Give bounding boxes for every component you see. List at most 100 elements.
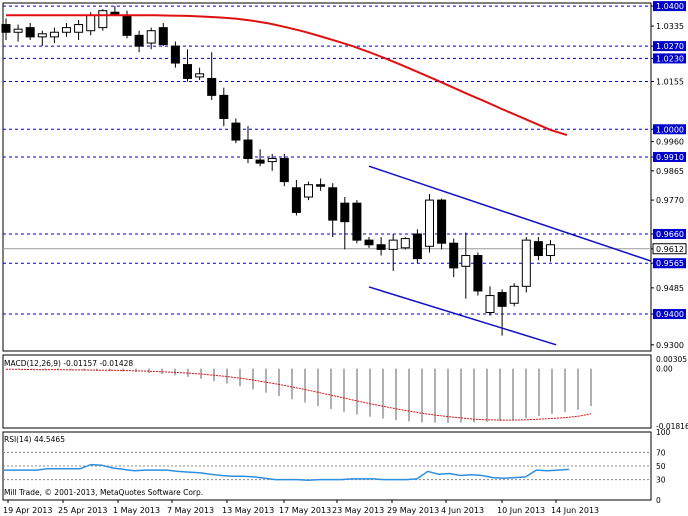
price-label: 0.9910 (656, 153, 684, 162)
price-label-box (653, 228, 686, 239)
candle-body (37, 33, 47, 38)
candle-body (449, 242, 459, 269)
price-label: 1.0270 (656, 42, 684, 51)
channel-upper-line (368, 165, 652, 262)
time-label: 13 May 2013 (222, 506, 274, 515)
candle-body (231, 122, 241, 141)
price-label: 1.0000 (656, 125, 684, 134)
candle-body (412, 233, 422, 260)
time-label: 14 Jun 2013 (551, 506, 599, 515)
price-label-box (653, 124, 686, 135)
price-label-box (653, 1, 686, 12)
price-label-box (653, 258, 686, 269)
candle-body (400, 238, 410, 249)
time-axis: 19 Apr 2013 25 Apr 2013 1 May 2013 7 May 20… (3, 500, 599, 515)
candle-body (328, 187, 338, 221)
price-label: 0.9485 (656, 284, 684, 293)
macd-signal-line (6, 368, 592, 421)
candle-body (13, 28, 23, 33)
price-label-box (653, 41, 686, 52)
candle-body (376, 244, 386, 250)
price-label: 1.0400 (656, 2, 684, 11)
price-label: 0.9960 (656, 138, 684, 147)
candle-body (74, 24, 84, 33)
macd-title: MACD(12,26,9) -0.01157 -0.01428 (4, 359, 133, 368)
rsi-tick-label: 50 (656, 462, 666, 471)
rsi-title: RSI(14) 44.5465 (4, 435, 65, 444)
time-label: 23 May 2013 (332, 506, 384, 515)
candle-body (533, 241, 543, 257)
candle-body (49, 31, 59, 38)
price-label: 1.0155 (656, 78, 684, 87)
macd-tick-label: -0.01816 (656, 422, 688, 431)
candle-body (388, 239, 398, 250)
price-panel[interactable]: 1.0400 1.0335 1.0270 1.0230 1.0155 1.0000 0.99… (1, 1, 687, 352)
candle-body (146, 30, 156, 44)
candle-body (364, 239, 374, 246)
candle-body (219, 94, 229, 119)
candle-body (279, 158, 289, 183)
candle-body (497, 291, 507, 307)
time-label: 29 May 2013 (387, 506, 439, 515)
candle-body (473, 255, 483, 292)
candle-body (461, 255, 471, 267)
candle-body (195, 73, 205, 78)
time-label: 17 May 2013 (279, 506, 331, 515)
candle-body (521, 239, 531, 287)
price-label-box (653, 53, 686, 64)
candle-body (183, 64, 192, 79)
candle-body (62, 27, 71, 33)
price-panel-frame (2, 2, 652, 352)
price-label-box (653, 151, 686, 162)
macd-panel-frame (2, 354, 652, 429)
time-label: 10 Jun 2013 (497, 506, 545, 515)
macd-panel[interactable]: MACD(12,26,9) -0.01157 -0.01428 0.003050… (2, 354, 688, 431)
macd-tick-label: 0.00 (656, 365, 673, 374)
price-label: 1.0230 (656, 54, 684, 63)
price-label: 0.9865 (656, 167, 684, 176)
rsi-tick-label: 0 (656, 496, 661, 505)
candle-body (122, 14, 132, 36)
time-label: 25 Apr 2013 (58, 506, 107, 515)
price-label-box (653, 309, 686, 320)
candle-body (267, 158, 277, 163)
candle-body (352, 202, 362, 241)
candle-body (509, 285, 519, 304)
rsi-tick-label: 100 (656, 428, 671, 437)
candle-body (207, 77, 217, 96)
macd-tick-label: 0.00305 (656, 355, 687, 364)
candle-body (158, 27, 168, 46)
candle-body (485, 295, 495, 314)
price-label: 0.9660 (656, 230, 684, 239)
candle-body (316, 184, 326, 187)
candle-body (243, 139, 253, 160)
candle-body (425, 199, 434, 247)
candle-body (86, 14, 96, 32)
candle-body (291, 187, 301, 213)
candle-body (340, 202, 350, 223)
rsi-panel[interactable]: RSI(14) 44.5465 Mill Trade, © 2001-2013,… (2, 428, 671, 505)
channel-lower-line (368, 286, 557, 346)
candle-body (170, 45, 180, 64)
price-label: 0.9565 (656, 259, 684, 268)
candle-body (304, 184, 313, 198)
time-label: 4 Jun 2013 (441, 506, 484, 515)
price-label: 0.9300 (656, 341, 684, 350)
candle-body (134, 34, 144, 47)
price-label: 0.9770 (656, 196, 684, 205)
candle-body (546, 244, 555, 257)
candle-body (1, 24, 11, 33)
moving-average-line (6, 14, 568, 137)
rsi-tick-label: 70 (656, 448, 666, 457)
rsi-tick-label: 30 (656, 476, 666, 485)
candle-body (437, 199, 447, 244)
rsi-line (4, 463, 570, 482)
candle-body (255, 159, 265, 164)
footer-copyright: Mill Trade, © 2001-2013, MetaQuotes Soft… (4, 488, 203, 497)
time-label: 1 May 2013 (113, 506, 160, 515)
candle-body (25, 27, 35, 38)
time-label: 7 May 2013 (167, 506, 214, 515)
price-label: 1.0335 (656, 22, 684, 31)
